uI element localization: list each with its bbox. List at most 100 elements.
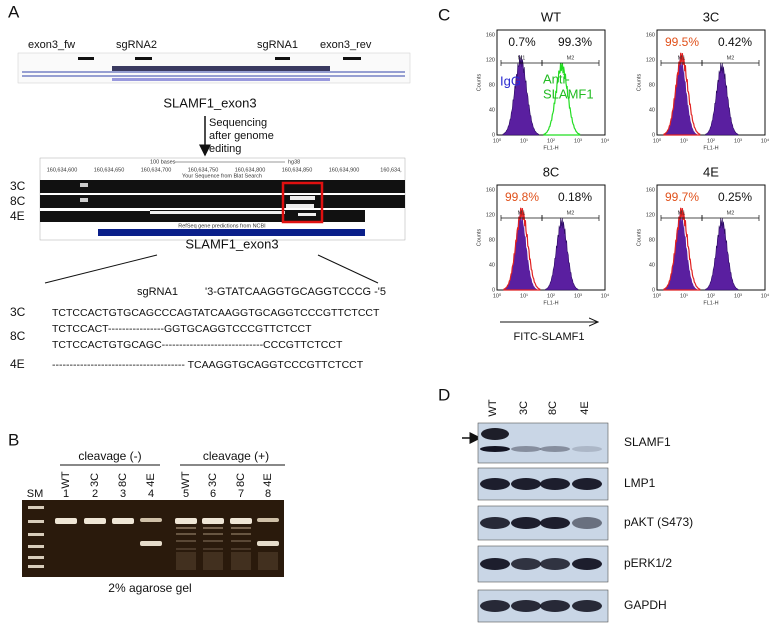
caption: 2% agarose gel <box>108 581 191 595</box>
x-tick-label: 10² <box>707 138 715 144</box>
histogram <box>664 55 697 135</box>
histogram <box>543 62 581 136</box>
band <box>540 478 570 490</box>
band <box>572 517 602 529</box>
band <box>481 428 509 440</box>
note: editing <box>209 143 241 155</box>
blot <box>477 422 609 464</box>
band <box>203 527 223 529</box>
y-axis-label: Counts <box>636 74 642 92</box>
y-tick-label: 0 <box>652 132 655 138</box>
lane-name: 4E <box>579 401 591 414</box>
x-tick-label: 10¹ <box>680 293 688 299</box>
row-label: 4E <box>10 209 25 223</box>
insertion <box>298 213 316 216</box>
track-label: sgRNA2 <box>116 39 157 51</box>
gate-label: M1 <box>518 55 526 61</box>
band <box>203 533 223 535</box>
lane-number: 4 <box>148 488 154 500</box>
legend-text: IgG <box>500 73 521 88</box>
legend-text: Anti- <box>543 71 570 86</box>
percent: 99.8% <box>505 190 539 204</box>
insertion <box>286 204 314 208</box>
y-tick-label: 80 <box>649 83 655 89</box>
y-tick-label: 120 <box>646 213 655 219</box>
percent: 99.3% <box>558 35 592 49</box>
lane-number: 1 <box>63 488 69 500</box>
y-tick-label: 0 <box>652 287 655 293</box>
scale-label: 100 bases <box>150 159 176 165</box>
y-tick-label: 80 <box>489 83 495 89</box>
coordinate: 160,634,900 <box>329 167 360 173</box>
row-label: 4E <box>10 357 25 371</box>
percent: 0.25% <box>718 190 752 204</box>
x-tick-label: 10⁰ <box>653 137 662 144</box>
axis-caption: FITC-SLAMF1 <box>514 331 585 343</box>
plot-title: 8C <box>543 164 560 179</box>
band <box>511 517 541 529</box>
band <box>540 600 570 612</box>
band <box>176 540 196 542</box>
row-label: 8C <box>10 194 26 208</box>
histogram <box>664 210 697 290</box>
histogram <box>705 62 739 136</box>
percent: 0.18% <box>558 190 592 204</box>
ladder-band <box>28 533 44 536</box>
primer-bar <box>275 57 290 60</box>
histogram <box>545 217 579 291</box>
percent: 0.7% <box>508 35 536 49</box>
lane-number: 5 <box>183 488 189 500</box>
histogram <box>705 217 739 291</box>
gap <box>40 208 150 211</box>
band <box>176 533 196 535</box>
coordinate: 160,634,800 <box>235 167 266 173</box>
band <box>480 446 510 452</box>
panel-d: D WT 3C 8C 4E SLAMF1 LMP1 pAKT (S473) pERK1/2 GA… <box>438 385 693 623</box>
histogram <box>504 210 537 290</box>
x-tick-label: 10³ <box>574 293 582 299</box>
guide-sequence: '3-GTATCAAGGTGCAGGTCCCG -'5 <box>205 286 386 298</box>
x-tick-label: 10⁴ <box>601 137 610 144</box>
y-tick-label: 40 <box>489 108 495 114</box>
lane-number: 6 <box>210 488 216 500</box>
coordinate: 160,634,850 <box>282 167 313 173</box>
band <box>112 518 134 524</box>
ladder-band <box>28 556 44 559</box>
band <box>540 517 570 529</box>
note: after genome <box>209 130 274 142</box>
lane-name: 4E <box>262 473 274 486</box>
y-tick-label: 40 <box>649 108 655 114</box>
panel-b: B cleavage (-) cleavage (+) SM 2% agaros… <box>8 430 285 595</box>
plot-title: WT <box>541 9 561 24</box>
y-tick-label: 120 <box>486 58 495 64</box>
smear <box>231 552 251 570</box>
band <box>480 517 510 529</box>
protein-label: SLAMF1 <box>624 435 671 449</box>
row-label: 8C <box>10 329 26 343</box>
band <box>231 533 251 535</box>
track-label: exon3_fw <box>28 39 75 51</box>
ladder-band <box>28 545 44 548</box>
read-row <box>40 180 405 193</box>
histogram <box>502 54 539 136</box>
ladder-band <box>28 565 44 568</box>
gene-track <box>112 66 330 71</box>
gate-label: M1 <box>678 55 686 61</box>
lane-name: WT <box>487 399 499 416</box>
band <box>202 518 224 524</box>
x-tick-label: 10⁴ <box>761 292 769 299</box>
mismatch <box>80 183 88 187</box>
y-tick-label: 160 <box>646 188 655 194</box>
track-label: sgRNA1 <box>257 39 298 51</box>
smear <box>176 552 196 570</box>
exon-bar <box>98 229 365 236</box>
smear <box>203 552 223 570</box>
lane-name: 8C <box>235 473 247 487</box>
y-tick-label: 160 <box>486 33 495 39</box>
histogram <box>663 207 701 291</box>
x-tick-label: 10² <box>707 293 715 299</box>
panel-label: D <box>438 385 450 404</box>
lane-number: 3 <box>120 488 126 500</box>
panel-label: C <box>438 5 450 24</box>
